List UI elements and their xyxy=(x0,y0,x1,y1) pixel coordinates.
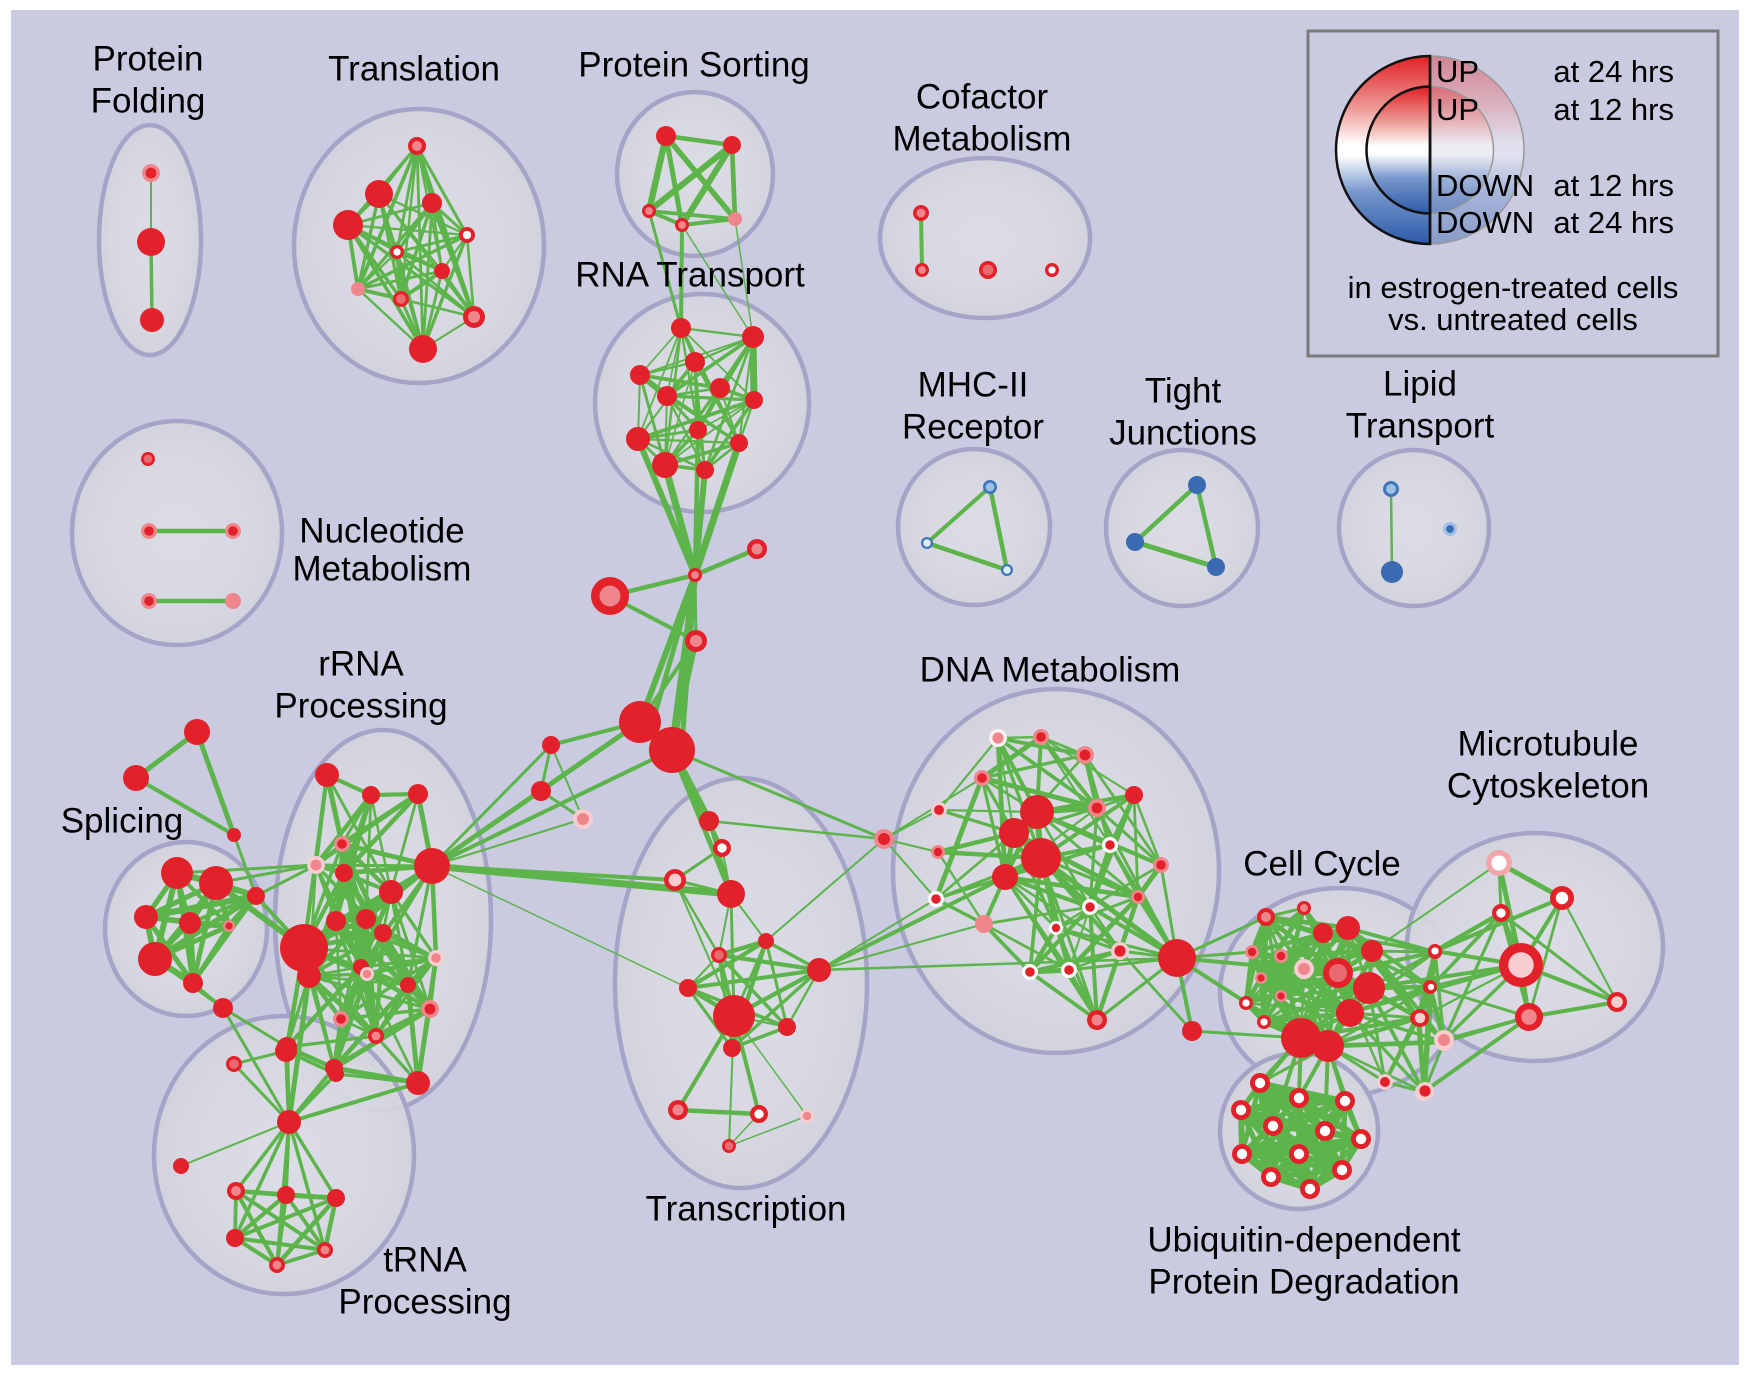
svg-text:Ubiquitin-dependent: Ubiquitin-dependent xyxy=(1147,1220,1461,1259)
svg-text:Metabolism: Metabolism xyxy=(893,119,1072,158)
svg-text:Transcription: Transcription xyxy=(646,1189,847,1228)
svg-text:at 24 hrs: at 24 hrs xyxy=(1553,205,1674,240)
svg-text:Protein: Protein xyxy=(93,39,204,78)
svg-text:DOWN: DOWN xyxy=(1436,205,1534,240)
svg-text:MHC-II: MHC-II xyxy=(918,365,1029,404)
svg-text:Cell Cycle: Cell Cycle xyxy=(1243,844,1401,883)
svg-text:in estrogen-treated cells: in estrogen-treated cells xyxy=(1348,270,1679,305)
svg-text:DNA Metabolism: DNA Metabolism xyxy=(920,650,1181,689)
svg-text:Cytoskeleton: Cytoskeleton xyxy=(1447,766,1649,805)
svg-text:Protein Sorting: Protein Sorting xyxy=(578,45,810,84)
svg-text:at 12 hrs: at 12 hrs xyxy=(1553,92,1674,127)
svg-text:Transport: Transport xyxy=(1346,406,1495,445)
svg-text:UP: UP xyxy=(1436,54,1479,89)
svg-text:rRNA: rRNA xyxy=(318,644,404,683)
svg-text:Microtubule: Microtubule xyxy=(1458,724,1639,763)
svg-text:Nucleotide: Nucleotide xyxy=(299,511,464,550)
svg-text:Metabolism: Metabolism xyxy=(293,549,472,588)
svg-text:UP: UP xyxy=(1436,92,1479,127)
svg-text:at 24 hrs: at 24 hrs xyxy=(1553,54,1674,89)
svg-text:Receptor: Receptor xyxy=(902,407,1044,446)
svg-text:Cofactor: Cofactor xyxy=(916,77,1049,116)
svg-text:RNA Transport: RNA Transport xyxy=(575,255,805,294)
svg-text:tRNA: tRNA xyxy=(383,1240,467,1279)
svg-text:Splicing: Splicing xyxy=(61,801,184,840)
svg-text:Processing: Processing xyxy=(338,1282,511,1321)
svg-text:vs. untreated cells: vs. untreated cells xyxy=(1388,302,1638,337)
svg-text:Processing: Processing xyxy=(274,686,447,725)
svg-text:Folding: Folding xyxy=(91,81,206,120)
svg-text:Protein Degradation: Protein Degradation xyxy=(1148,1262,1459,1301)
svg-text:Tight: Tight xyxy=(1145,371,1222,410)
svg-text:Lipid: Lipid xyxy=(1383,364,1457,403)
svg-text:Translation: Translation xyxy=(328,49,500,88)
svg-text:DOWN: DOWN xyxy=(1436,168,1534,203)
svg-text:Junctions: Junctions xyxy=(1109,413,1257,452)
svg-text:at 12 hrs: at 12 hrs xyxy=(1553,168,1674,203)
